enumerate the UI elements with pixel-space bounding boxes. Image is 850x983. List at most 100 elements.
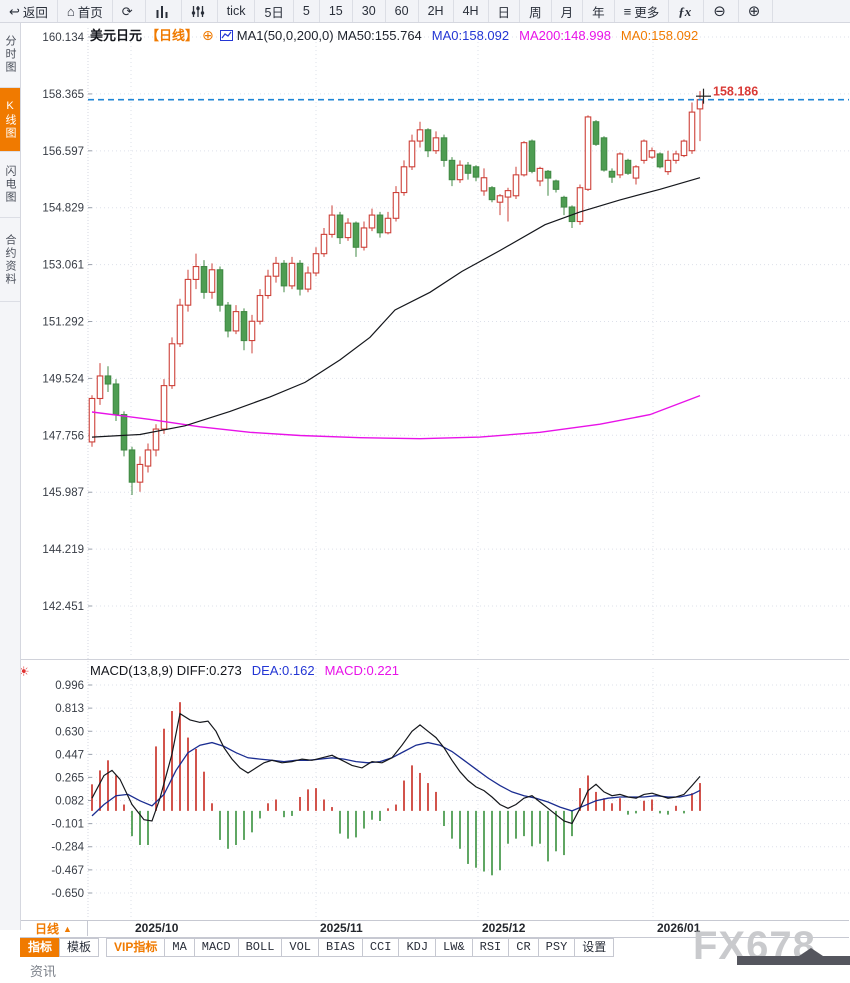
macd-axis-label: 0.082	[55, 795, 84, 807]
period-badge: 【日线】	[146, 28, 199, 43]
price-axis-label: 144.219	[42, 544, 84, 556]
interval-day-button-label: 日	[497, 5, 511, 20]
candle-up	[368, 214, 376, 229]
fx-functions-button[interactable]: ƒx	[669, 0, 705, 22]
candle-up	[408, 140, 416, 168]
candle-up	[248, 320, 256, 342]
zoom-out-button[interactable]: ⊖	[704, 0, 739, 22]
interval-5min-button[interactable]: 5	[294, 0, 320, 22]
tab-psy[interactable]: PSY	[537, 938, 576, 957]
dea-line	[91, 741, 701, 817]
candle-down	[608, 170, 616, 178]
tab-rsi[interactable]: RSI	[471, 938, 510, 957]
interval-year-button[interactable]: 年	[583, 0, 615, 22]
interval-tick-button[interactable]: tick	[218, 0, 256, 22]
macd-axis-label: 0.813	[55, 703, 84, 715]
more-button[interactable]: ≡ 更多	[615, 0, 670, 22]
price-axis-label: 156.597	[42, 146, 84, 158]
candle-up	[536, 167, 544, 182]
tab-vol[interactable]: VOL	[281, 938, 320, 957]
tab-template[interactable]: 模板	[59, 938, 100, 957]
interval-15min-button[interactable]: 15	[320, 0, 353, 22]
candle-up	[640, 140, 648, 161]
chart-header: 美元日元 【日线】 ⊕ MA1(50,0,200,0) MA50:155.764 MA0…	[90, 25, 698, 44]
sidebar-item-contract-info[interactable]: 合约资料	[0, 218, 20, 302]
price-axis-label: 151.292	[42, 317, 84, 329]
add-icon[interactable]: ⊕	[202, 27, 214, 43]
interval-4h-button[interactable]: 4H	[454, 0, 489, 22]
sidebar-item-time-chart[interactable]: 分时图	[0, 22, 20, 88]
refresh-button[interactable]: ⟳	[113, 0, 146, 22]
interval-week-button-label: 周	[529, 5, 542, 20]
panel-handle[interactable]	[737, 948, 850, 965]
last-price-flag: 158.186	[713, 85, 758, 99]
tab-kdj[interactable]: KDJ	[398, 938, 437, 957]
interval-60min-button[interactable]: 60	[386, 0, 419, 22]
candle-up	[688, 111, 696, 152]
tab-macd[interactable]: MACD	[193, 938, 239, 957]
candle-up	[264, 275, 272, 297]
interval-year-button-label: 年	[592, 5, 605, 20]
period-selector[interactable]: 日线 ▲	[20, 921, 88, 936]
candle-down	[128, 449, 136, 483]
interval-day-button[interactable]: 日	[489, 0, 521, 22]
price-axis-label: 149.524	[42, 373, 84, 385]
tab-lwr[interactable]: LW&	[435, 938, 473, 957]
sidebar-item-kline-chart[interactable]: K线图	[0, 88, 20, 152]
candle-up	[144, 449, 152, 467]
ma50-line	[91, 177, 701, 438]
candle-up	[96, 375, 104, 400]
tab-settings[interactable]: 设置	[574, 938, 615, 957]
line-chart-icon[interactable]	[219, 29, 233, 44]
candle-up	[672, 153, 680, 161]
candle-down	[240, 311, 248, 342]
candle-down	[112, 383, 120, 416]
x-axis-row	[20, 920, 849, 938]
candle-down	[280, 262, 288, 287]
indicator-panel-button[interactable]	[182, 0, 218, 22]
interval-5day-button[interactable]: 5日	[255, 0, 294, 22]
interval-week-button[interactable]: 周	[520, 0, 552, 22]
news-tab[interactable]: 资讯	[30, 964, 57, 979]
tab-bias[interactable]: BIAS	[318, 938, 363, 957]
tab-vip-indicator[interactable]: VIP指标	[106, 938, 166, 957]
tab-indicator[interactable]: 指标	[20, 938, 61, 957]
candle-up	[664, 159, 672, 173]
chart-style-button[interactable]	[146, 0, 182, 22]
macd-axis-label: 0.265	[55, 772, 84, 784]
x-axis-label: 2025/12	[482, 921, 526, 935]
interval-30min-button-label: 30	[361, 4, 376, 18]
candle-up	[360, 227, 368, 248]
macd-axis-label: 0.996	[55, 680, 84, 692]
tab-cr[interactable]: CR	[508, 938, 539, 957]
interval-2h-button[interactable]: 2H	[419, 0, 454, 22]
zoom-in-button[interactable]: ⊕	[739, 0, 774, 22]
interval-15min-button-label: 15	[328, 4, 343, 18]
indicator-settings-sun-icon[interactable]: ☀	[18, 664, 30, 679]
price-axis-label: 142.451	[42, 601, 84, 613]
fx-icon: ƒx	[678, 3, 692, 19]
sidebar-item-lightning-chart[interactable]: 闪电图	[0, 152, 20, 218]
tab-ma[interactable]: MA	[164, 938, 195, 957]
candle-up	[384, 217, 392, 234]
home-button[interactable]: ⌂ 首页	[58, 0, 113, 22]
candle-up	[496, 195, 504, 203]
candlestick-chart-icon	[155, 5, 169, 18]
interval-2h-button-label: 2H	[427, 4, 444, 18]
tab-cci[interactable]: CCI	[361, 938, 400, 957]
interval-30min-button[interactable]: 30	[353, 0, 386, 22]
macd-axis-label: 0.630	[55, 726, 84, 738]
candle-down	[120, 414, 128, 451]
interval-month-button[interactable]: 月	[552, 0, 584, 22]
candle-down	[656, 153, 664, 168]
candle-up	[696, 99, 704, 110]
candle-up	[272, 262, 280, 277]
candle-down	[352, 222, 360, 248]
candle-up	[584, 116, 592, 190]
zoom-in-icon: ⊕	[747, 2, 761, 20]
tab-boll[interactable]: BOLL	[237, 938, 283, 957]
price-axis-label: 158.365	[42, 89, 84, 101]
back-button[interactable]: ↩ 返回	[0, 0, 58, 22]
interval-5min-button-label: 5	[302, 4, 310, 18]
